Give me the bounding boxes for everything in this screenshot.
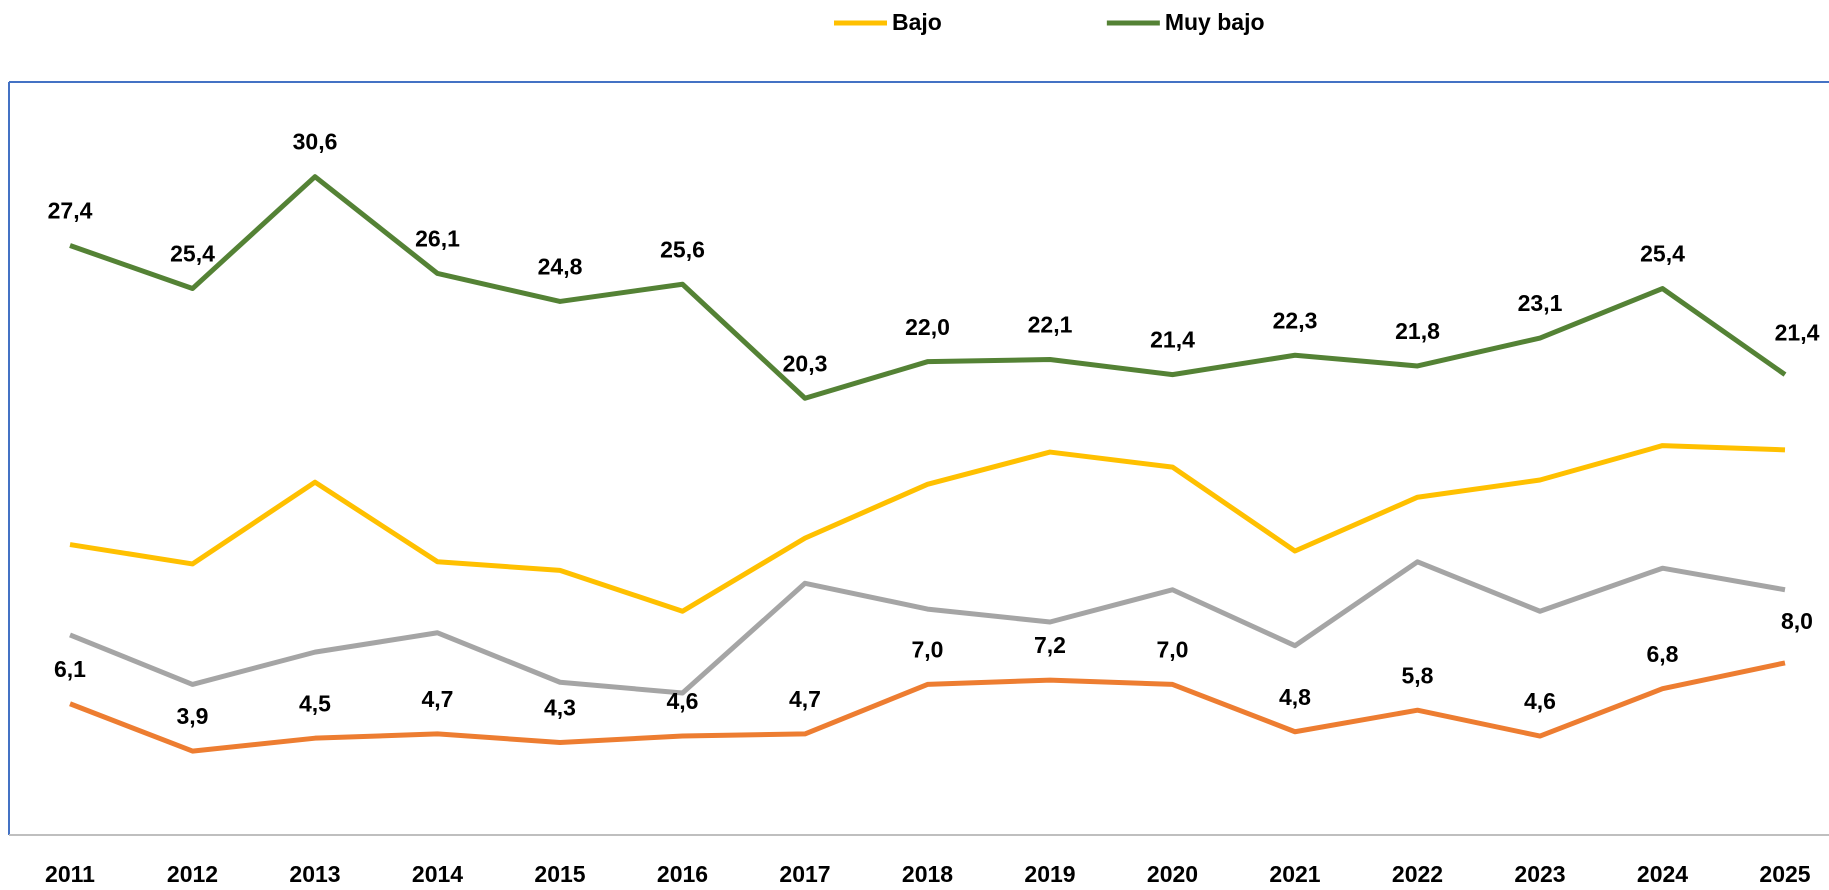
data-label: 6,1 <box>54 656 86 682</box>
x-tick-label: 2021 <box>1269 861 1320 887</box>
x-tick-label: 2023 <box>1514 861 1565 887</box>
series-line <box>69 660 1786 754</box>
data-label: 25,6 <box>660 236 705 262</box>
x-tick-label: 2012 <box>167 861 218 887</box>
data-label: 22,1 <box>1028 312 1073 338</box>
x-tick-label: 2015 <box>534 861 585 887</box>
x-tick-label: 2014 <box>412 861 463 887</box>
data-label: 6,8 <box>1647 641 1679 667</box>
x-tick-label: 2025 <box>1759 861 1810 887</box>
data-label: 4,5 <box>299 690 331 716</box>
data-label: 20,3 <box>783 350 828 376</box>
data-label: 7,0 <box>1157 636 1189 662</box>
x-tick-label: 2022 <box>1392 861 1443 887</box>
data-label: 25,4 <box>1640 241 1685 267</box>
data-label: 4,7 <box>789 686 821 712</box>
data-label: 23,1 <box>1518 290 1563 316</box>
x-tick-label: 2013 <box>289 861 340 887</box>
x-tick-label: 2019 <box>1024 861 1075 887</box>
series-line <box>69 559 1786 696</box>
data-label: 21,4 <box>1775 320 1820 346</box>
data-label: 26,1 <box>415 226 460 252</box>
data-label: 4,3 <box>544 695 576 721</box>
data-label: 4,6 <box>1524 688 1556 714</box>
x-tick-label: 2024 <box>1637 861 1688 887</box>
data-label: 22,3 <box>1273 307 1318 333</box>
data-label: 7,2 <box>1034 632 1066 658</box>
data-label: 22,0 <box>905 314 950 340</box>
series-line <box>69 443 1786 614</box>
legend-label: Bajo <box>892 9 942 35</box>
x-tick-label: 2020 <box>1147 861 1198 887</box>
data-label: 7,0 <box>912 636 944 662</box>
x-tick-label: 2011 <box>45 861 95 887</box>
data-label: 3,9 <box>177 703 209 729</box>
data-label: 21,4 <box>1150 327 1195 353</box>
data-label: 4,7 <box>422 686 454 712</box>
data-label: 30,6 <box>293 129 338 155</box>
x-tick-label: 2016 <box>657 861 708 887</box>
data-label: 4,6 <box>667 688 699 714</box>
data-label: 25,4 <box>170 241 215 267</box>
x-tick-label: 2017 <box>779 861 830 887</box>
data-label: 4,8 <box>1279 684 1311 710</box>
data-label: 8,0 <box>1781 608 1813 634</box>
x-tick-label: 2018 <box>902 861 953 887</box>
series-line <box>69 174 1787 401</box>
data-label: 21,8 <box>1395 318 1440 344</box>
data-label: 5,8 <box>1402 662 1434 688</box>
data-label: 24,8 <box>538 254 583 280</box>
data-label: 27,4 <box>48 198 93 224</box>
legend-label: Muy bajo <box>1165 9 1265 35</box>
